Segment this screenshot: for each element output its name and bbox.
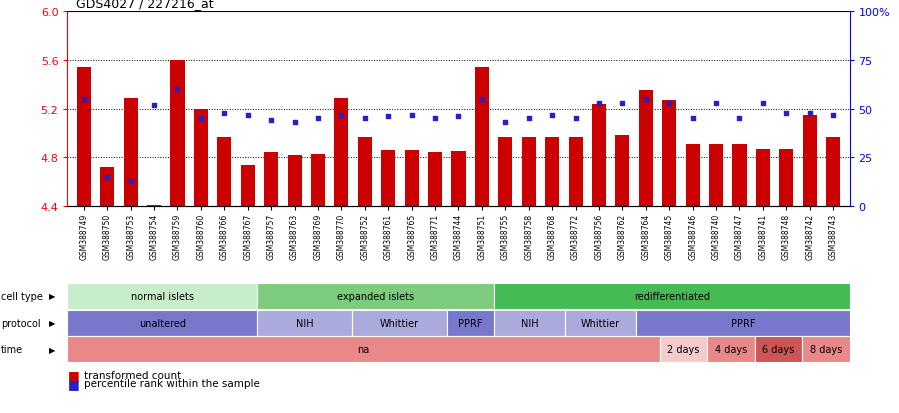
Point <box>568 116 583 123</box>
Point <box>779 110 794 116</box>
Bar <box>241 165 254 206</box>
Bar <box>334 99 349 206</box>
Point <box>685 116 699 123</box>
Text: 4 days: 4 days <box>715 344 747 355</box>
Point <box>264 118 279 124</box>
Text: 6 days: 6 days <box>762 344 795 355</box>
Bar <box>756 150 770 206</box>
Point <box>76 96 91 103</box>
Bar <box>616 136 629 206</box>
Point <box>709 100 724 107</box>
Text: Whittier: Whittier <box>379 318 419 328</box>
Bar <box>779 150 793 206</box>
Bar <box>733 145 746 206</box>
Bar <box>498 138 512 206</box>
Text: transformed count: transformed count <box>84 370 181 380</box>
Bar <box>171 61 184 206</box>
Text: unaltered: unaltered <box>138 318 186 328</box>
Bar <box>100 168 114 206</box>
Point <box>662 100 676 107</box>
Point <box>498 120 512 126</box>
Bar <box>709 145 723 206</box>
Point <box>451 114 466 121</box>
Point <box>218 110 232 116</box>
Bar <box>264 153 278 206</box>
Bar <box>428 153 442 206</box>
Text: ▶: ▶ <box>49 345 56 354</box>
Point <box>358 116 372 123</box>
Text: ▶: ▶ <box>49 318 56 327</box>
Bar <box>545 138 559 206</box>
Bar <box>686 145 699 206</box>
Point <box>405 112 419 119</box>
Bar <box>451 152 466 206</box>
Bar <box>592 104 606 206</box>
Text: percentile rank within the sample: percentile rank within the sample <box>84 378 260 388</box>
Bar <box>826 138 841 206</box>
Text: normal islets: normal islets <box>130 291 193 301</box>
Bar <box>311 154 325 206</box>
Text: redifferentiated: redifferentiated <box>634 291 710 301</box>
Point <box>288 120 302 126</box>
Point <box>193 116 208 123</box>
Bar <box>288 156 301 206</box>
Text: GDS4027 / 227216_at: GDS4027 / 227216_at <box>76 0 214 10</box>
Text: ▶: ▶ <box>49 292 56 300</box>
Point <box>521 116 536 123</box>
Bar <box>147 205 161 206</box>
Point <box>123 178 138 185</box>
Point <box>100 174 114 180</box>
Bar <box>358 138 372 206</box>
Text: NIH: NIH <box>296 318 313 328</box>
Point <box>803 110 817 116</box>
Bar <box>521 138 536 206</box>
Point <box>147 102 161 109</box>
Bar <box>218 138 231 206</box>
Text: time: time <box>1 344 23 355</box>
Point <box>756 100 770 107</box>
Bar <box>475 68 489 206</box>
Point <box>170 87 184 93</box>
Text: ■: ■ <box>67 368 79 382</box>
Bar <box>803 116 817 206</box>
Text: 8 days: 8 days <box>810 344 842 355</box>
Text: Whittier: Whittier <box>581 318 620 328</box>
Text: PPRF: PPRF <box>731 318 755 328</box>
Point <box>311 116 325 123</box>
Point <box>733 116 747 123</box>
Text: 2 days: 2 days <box>667 344 699 355</box>
Point <box>615 100 629 107</box>
Bar <box>124 99 138 206</box>
Bar <box>381 151 396 206</box>
Point <box>545 112 559 119</box>
Text: ■: ■ <box>67 377 79 390</box>
Point <box>592 100 606 107</box>
Point <box>826 112 841 119</box>
Point <box>428 116 442 123</box>
Point <box>381 114 396 121</box>
Bar <box>639 91 653 206</box>
Point <box>334 112 349 119</box>
Point <box>241 112 255 119</box>
Text: expanded islets: expanded islets <box>337 291 414 301</box>
Bar <box>76 68 91 206</box>
Bar <box>568 138 583 206</box>
Text: protocol: protocol <box>1 318 40 328</box>
Bar <box>663 101 676 206</box>
Point <box>475 96 489 103</box>
Bar <box>405 151 419 206</box>
Text: na: na <box>358 344 369 355</box>
Point <box>638 96 653 103</box>
Text: PPRF: PPRF <box>458 318 483 328</box>
Text: cell type: cell type <box>1 291 43 301</box>
Bar <box>194 109 208 206</box>
Text: NIH: NIH <box>521 318 539 328</box>
